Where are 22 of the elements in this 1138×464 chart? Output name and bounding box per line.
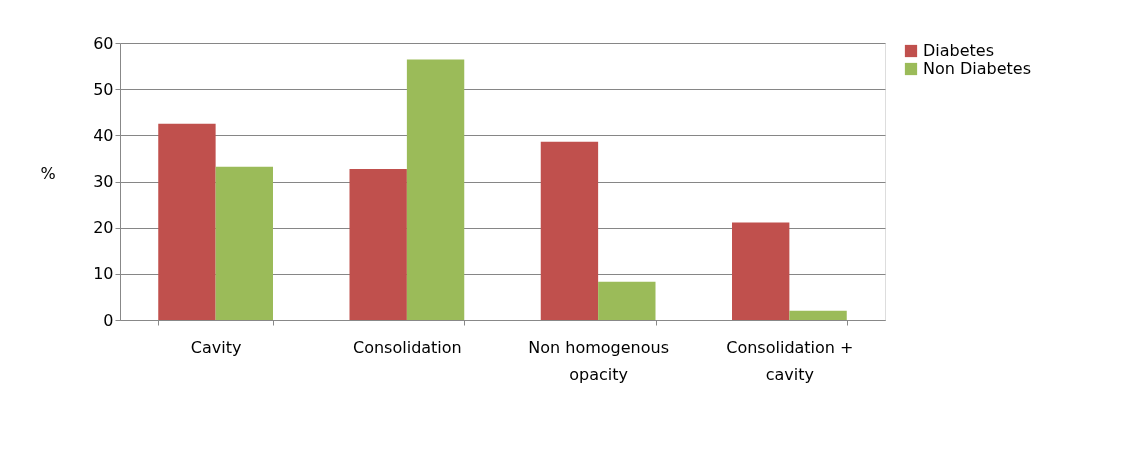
y-tick-label: 0 [103, 310, 114, 330]
y-tick-label: 10 [93, 264, 114, 284]
y-axis-title: % [40, 164, 56, 183]
y-tick-label: 20 [93, 218, 114, 238]
x-tick-label: Consolidation + cavity [726, 337, 854, 384]
y-tick-label: 60 [93, 33, 114, 53]
bar [215, 166, 273, 320]
y-tick-label: 50 [93, 79, 114, 99]
y-tick-label: 40 [93, 125, 114, 145]
bar [732, 222, 790, 320]
y-tick-label: 30 [93, 172, 114, 191]
x-tick-label: Consolidation [353, 337, 462, 357]
bar [598, 281, 656, 320]
bar [158, 123, 216, 320]
bar [540, 141, 599, 320]
x-tick-label: Non homogenous opacity [528, 337, 669, 384]
legend-label: Non Diabetes [923, 59, 1032, 78]
bar [406, 59, 465, 320]
bar [789, 310, 847, 320]
x-tick-label: Cavity [190, 337, 242, 357]
legend-label: Diabetes [923, 41, 995, 60]
bar [349, 169, 407, 320]
